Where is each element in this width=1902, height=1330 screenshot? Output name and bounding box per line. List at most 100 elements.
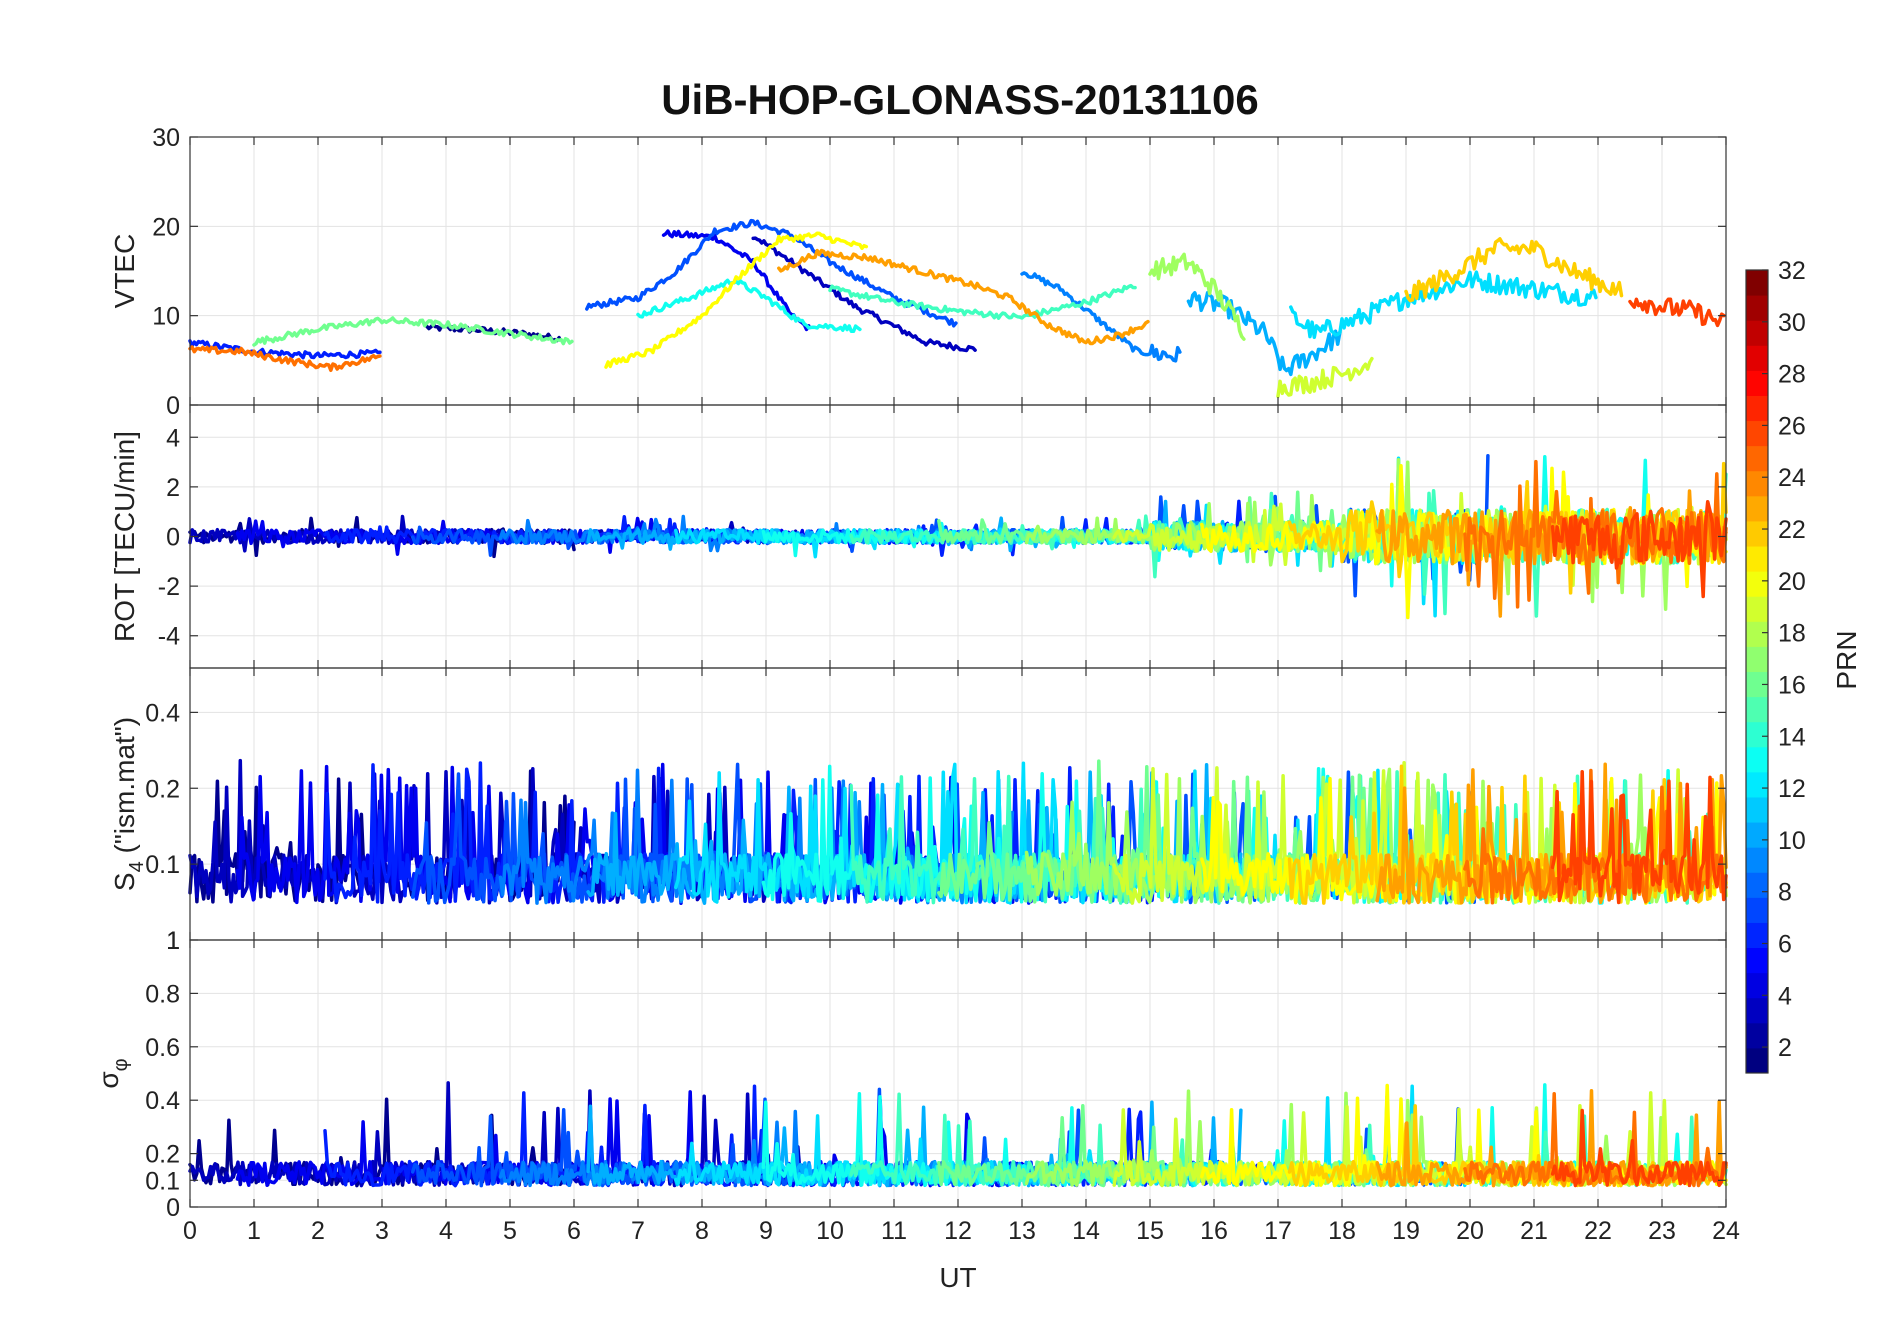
colorbar-segment [1746,997,1768,1024]
panel-rot: -4 -2 0 2 4 ROT [TECU/min] [109,404,1728,669]
x-tick-label: 4 [439,1217,453,1245]
x-tick-label: 18 [1328,1217,1356,1245]
chart-title: UiB-HOP-GLONASS-20131106 [661,76,1259,123]
x-tick-label: 19 [1392,1217,1420,1245]
x-tick-label: 14 [1072,1217,1100,1245]
colorbar-segment [1746,696,1768,723]
colorbar-tick-label: 12 [1778,775,1806,803]
x-axis-label: UT [939,1262,976,1293]
colorbar-segment [1746,947,1768,974]
colorbar-segment [1746,370,1768,396]
panel-vtec: 0 10 20 30 VTEC [109,124,1727,420]
ylabel-main: S [109,872,140,891]
trace-prn-10-vtec [828,283,1137,320]
y-tick-label: 20 [152,213,180,241]
panel-vtec-ylabel: VTEC [109,234,140,309]
x-tick-label: 5 [503,1217,517,1245]
panel-sigphi-traces [188,1081,1728,1188]
x-tick-label: 22 [1584,1217,1612,1245]
colorbar-segment [1746,345,1768,371]
x-tick-label: 16 [1200,1217,1228,1245]
panel-vtec-grid [189,136,1727,406]
y-tick-label: 0.2 [145,1141,180,1169]
colorbar-segment [1746,621,1768,647]
x-tick-label: 13 [1008,1217,1036,1245]
colorbar-tick-label: 30 [1778,309,1806,337]
colorbar-segment [1746,395,1768,422]
trace-prn-16-vtec [777,248,1150,346]
x-tick-label: 6 [567,1217,581,1245]
x-tick-label: 21 [1520,1217,1548,1245]
trace-prn-9-vtec [636,278,862,334]
y-tick-label: 0.4 [145,699,180,727]
colorbar-segment [1746,596,1768,622]
trace-prn-18-rot [1550,499,1728,599]
trace-prn-4-vtec [188,339,382,360]
panel-s4-tick-marks [189,668,1727,940]
colorbar-segment [1746,270,1768,296]
colorbar-segment [1746,1022,1768,1049]
trace-prn-5-vtec [585,218,958,328]
trace-prn-7-vtec [1186,290,1342,377]
x-tick-label: 10 [816,1217,844,1245]
x-tick-label: 20 [1456,1217,1484,1245]
x-tick-label: 11 [881,1217,907,1245]
x-tick-label: 2 [311,1217,325,1245]
colorbar-tick-label: 22 [1778,516,1806,544]
colorbar-tick-label: 6 [1778,930,1792,958]
colorbar-segment [1746,771,1768,798]
y-tick-label: 0 [166,392,180,420]
colorbar-segment [1746,796,1768,823]
y-tick-label: 0.1 [145,851,180,879]
x-tick-label: 17 [1264,1217,1292,1245]
panel-rot-tick-marks [189,405,1727,668]
trace-prn-18-s4 [1550,769,1728,905]
y-tick-label: 0 [166,524,180,552]
x-tick-label: 23 [1648,1217,1676,1245]
colorbar-segment [1746,495,1768,522]
trace-prn-11-vtec [252,316,574,347]
ylabel-main: σ [93,1071,124,1088]
x-tick-label: 24 [1712,1217,1740,1245]
colorbar-segment [1746,897,1768,923]
trace-prn-13-vtec [1276,356,1374,398]
y-tick-label: 0.2 [145,775,180,803]
trace-prn-2-vtec [751,236,977,353]
trace-prn-12-vtec [1148,252,1246,341]
trace-prn-3-vtec [661,229,811,332]
trace-prn-16-sigphi [1375,1088,1728,1188]
trace-prn-17-vtec [188,345,382,373]
colorbar-tick-label: 20 [1778,568,1806,596]
trace-prn-18-vtec [1628,297,1726,328]
x-tick-label: 1 [247,1217,261,1245]
colorbar-segment [1746,470,1768,497]
panel-s4-ylabel: S4 ("ism.mat") [109,717,148,891]
colorbar-segment [1746,721,1768,748]
colorbar-tick-label: 26 [1778,412,1806,440]
panel-s4: 0.1 0.2 0.4 1 S4 ("ism.mat") [109,667,1728,955]
panel-sigphi-ylabel: σφ [93,1058,132,1088]
y-tick-label: 0 [166,1194,180,1222]
colorbar-segment [1746,671,1768,698]
trace-prn-8-vtec [1289,270,1598,340]
colorbar-segment [1746,1047,1768,1074]
ylabel-subscript: φ [110,1058,132,1071]
colorbar-tick-label: 2 [1778,1034,1792,1062]
colorbar-tick-label: 28 [1778,361,1806,389]
y-tick-label: 0.6 [145,1034,180,1062]
x-tick-label: 0 [183,1217,197,1245]
colorbar-segment [1746,822,1768,848]
panel-rot-traces [188,454,1728,620]
y-tick-label: -2 [158,573,180,601]
colorbar-segment [1746,746,1768,773]
ylabel-rest: ("ism.mat") [109,717,140,861]
colorbar-segment [1746,546,1768,572]
panel-rot-ylabel: ROT [TECU/min] [109,431,140,642]
colorbar-segment [1746,295,1768,321]
x-tick-label: 7 [631,1217,645,1245]
panel-sigphi: 00.10.2 0.4 0.6 0.8 1 σφ [93,927,1728,1222]
colorbar-tick-label: 18 [1778,620,1806,648]
